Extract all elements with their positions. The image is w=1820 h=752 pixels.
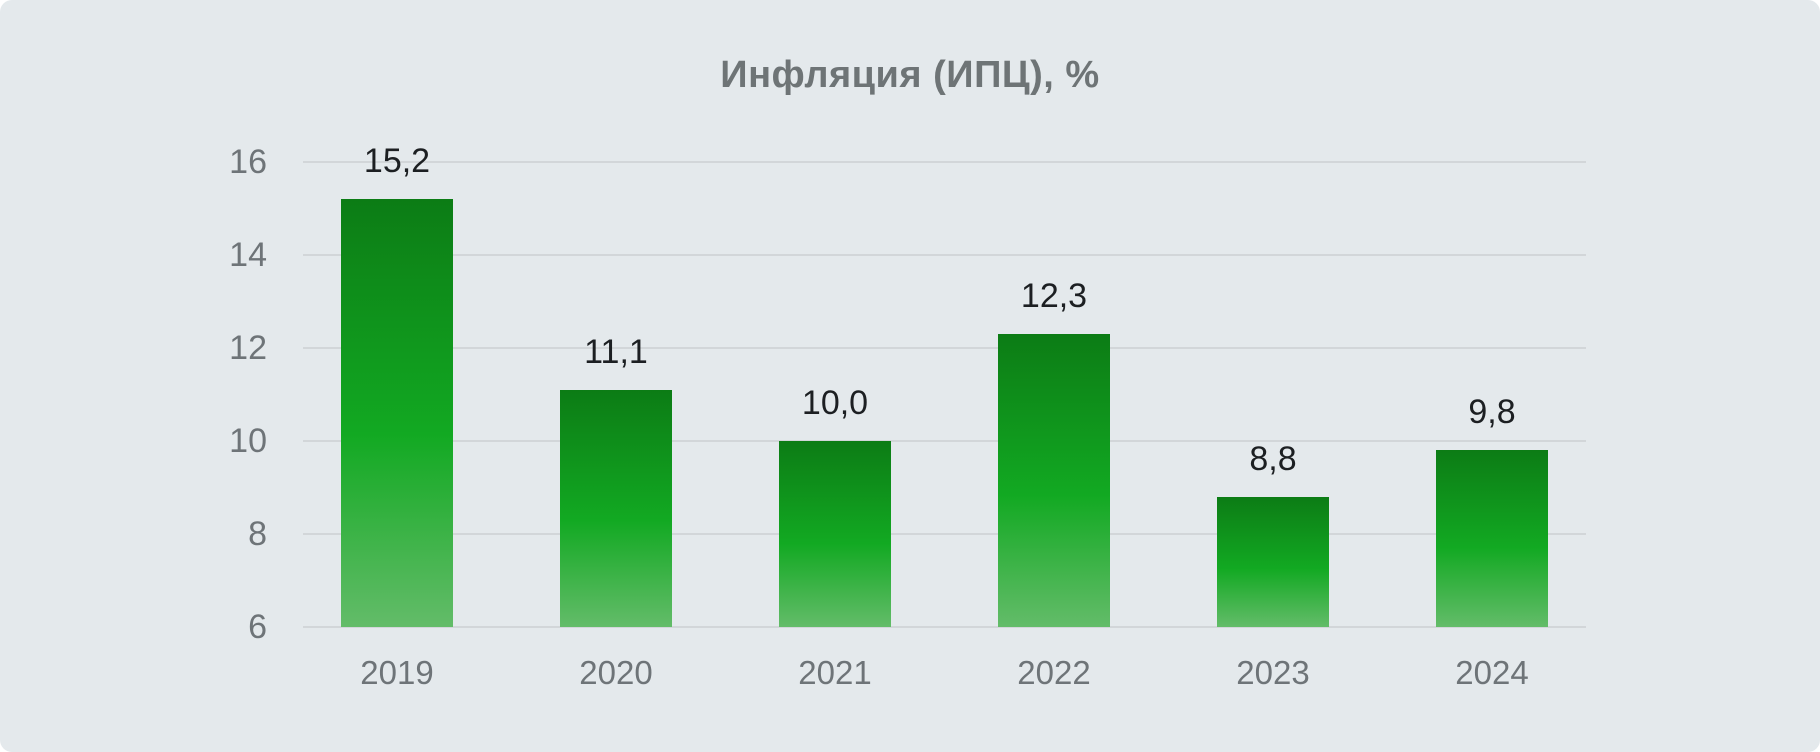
gridline <box>303 254 1586 256</box>
gridline <box>303 533 1586 535</box>
bar-value-label: 15,2 <box>363 142 431 181</box>
x-axis-tick-label: 2020 <box>579 654 653 691</box>
y-axis-tick-label: 12 <box>229 329 267 367</box>
bar <box>1436 450 1548 627</box>
bar-value-label: 9,8 <box>1468 393 1516 432</box>
x-axis-tick-label: 2021 <box>798 654 872 691</box>
x-axis-tick-label: 2023 <box>1236 654 1310 691</box>
bar <box>560 389 672 627</box>
bar-value-label: 8,8 <box>1249 439 1297 478</box>
y-axis-tick-label: 16 <box>229 143 267 181</box>
bar-value-label: 10,0 <box>801 384 869 422</box>
bar <box>1217 496 1329 627</box>
y-axis-tick-label: 8 <box>248 515 267 553</box>
bar <box>341 199 453 627</box>
bar <box>998 334 1110 627</box>
y-axis-tick-label: 10 <box>229 422 267 460</box>
x-axis-tick-label: 2022 <box>1017 654 1091 691</box>
bar <box>779 441 891 627</box>
bar-value-label: 11,1 <box>584 332 648 371</box>
gridline <box>303 347 1586 349</box>
x-axis-tick-label: 2024 <box>1455 654 1529 691</box>
gridline <box>303 161 1586 163</box>
gridline <box>303 440 1586 442</box>
bar-value-label: 12,3 <box>1020 277 1088 316</box>
y-axis-tick-label: 14 <box>229 236 267 274</box>
y-axis-tick-label: 6 <box>248 608 267 646</box>
gridline <box>303 626 1586 628</box>
chart-title: Инфляция (ИПЦ), % <box>720 54 1100 96</box>
x-axis-tick-label: 2019 <box>360 654 434 691</box>
